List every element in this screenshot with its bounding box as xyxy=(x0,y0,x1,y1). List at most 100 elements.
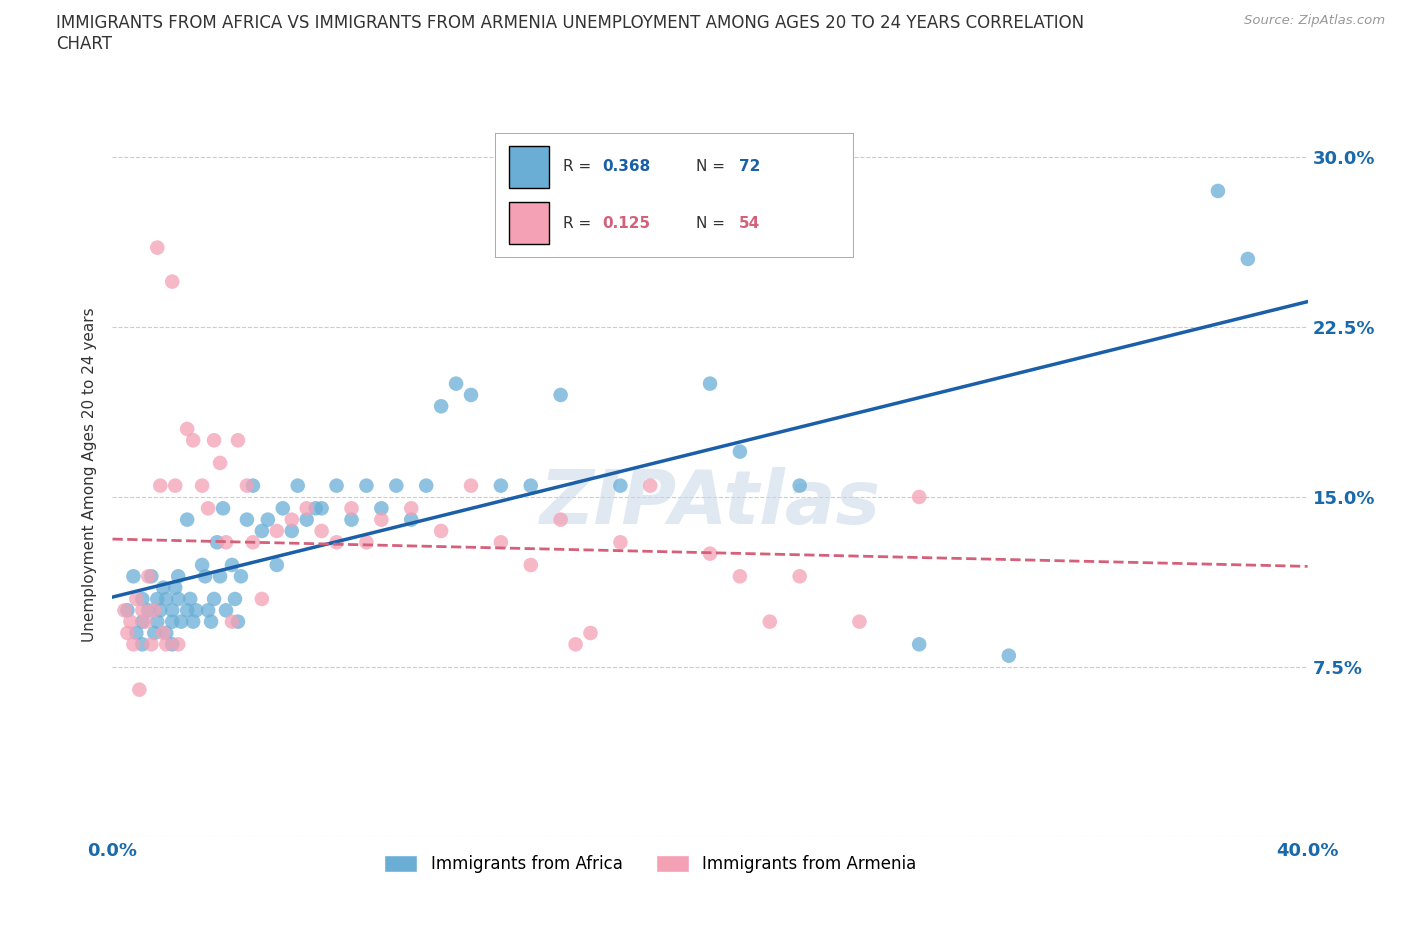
Point xyxy=(266,524,288,538)
Point xyxy=(181,614,204,629)
Point xyxy=(370,501,392,516)
Point xyxy=(128,683,150,698)
Point xyxy=(114,603,135,618)
Point xyxy=(162,637,183,652)
Point xyxy=(202,591,225,606)
Point xyxy=(699,546,721,561)
Point xyxy=(209,569,232,584)
Point xyxy=(209,456,232,471)
Point xyxy=(305,501,328,516)
Point xyxy=(131,591,153,606)
Point xyxy=(194,569,217,584)
Point xyxy=(176,603,198,618)
Point xyxy=(120,614,142,629)
Point xyxy=(236,512,259,527)
Point xyxy=(699,376,721,391)
Point xyxy=(162,614,183,629)
Point xyxy=(489,535,512,550)
Point xyxy=(125,591,148,606)
Point xyxy=(146,614,169,629)
Point xyxy=(117,626,139,641)
Point xyxy=(162,274,183,289)
Point xyxy=(728,569,751,584)
Point xyxy=(155,637,177,652)
Point xyxy=(250,524,273,538)
Point xyxy=(908,637,931,652)
Point xyxy=(152,626,174,641)
Point xyxy=(325,535,347,550)
Point xyxy=(444,376,467,391)
Point xyxy=(1206,183,1229,198)
Point xyxy=(215,535,238,550)
Point xyxy=(191,558,214,573)
Point xyxy=(176,421,198,436)
Point xyxy=(152,580,174,595)
Point xyxy=(191,478,214,493)
Point xyxy=(848,614,870,629)
Point xyxy=(430,399,453,414)
Point xyxy=(205,535,228,550)
Point xyxy=(181,432,204,447)
Point xyxy=(141,637,163,652)
Point xyxy=(117,603,139,618)
Point xyxy=(179,591,201,606)
Legend: Immigrants from Africa, Immigrants from Armenia: Immigrants from Africa, Immigrants from … xyxy=(377,848,924,880)
Point xyxy=(908,489,931,504)
Point xyxy=(266,558,288,573)
Point xyxy=(281,512,304,527)
Point xyxy=(287,478,309,493)
Point xyxy=(236,478,259,493)
Point xyxy=(165,580,187,595)
Point xyxy=(415,478,437,493)
Point xyxy=(311,501,333,516)
Y-axis label: Unemployment Among Ages 20 to 24 years: Unemployment Among Ages 20 to 24 years xyxy=(82,307,97,642)
Point xyxy=(138,603,160,618)
Point xyxy=(170,614,193,629)
Point xyxy=(257,512,280,527)
Point xyxy=(564,637,586,652)
Text: Source: ZipAtlas.com: Source: ZipAtlas.com xyxy=(1244,14,1385,27)
Point xyxy=(146,591,169,606)
Point xyxy=(789,569,811,584)
Point xyxy=(138,569,160,584)
Point xyxy=(143,603,166,618)
Point xyxy=(167,569,190,584)
Point xyxy=(250,591,273,606)
Point xyxy=(242,535,264,550)
Point xyxy=(281,524,304,538)
Point xyxy=(385,478,408,493)
Point xyxy=(141,569,163,584)
Point xyxy=(759,614,782,629)
Point xyxy=(295,501,318,516)
Point xyxy=(489,478,512,493)
Point xyxy=(197,603,219,618)
Point xyxy=(520,558,543,573)
Point xyxy=(176,512,198,527)
Point xyxy=(202,432,225,447)
Point xyxy=(356,478,378,493)
Point xyxy=(460,388,482,403)
Point xyxy=(356,535,378,550)
Point xyxy=(149,478,172,493)
Point xyxy=(146,240,169,255)
Point xyxy=(340,501,363,516)
Point xyxy=(370,512,392,527)
Point xyxy=(122,569,145,584)
Point xyxy=(579,626,602,641)
Point xyxy=(224,591,246,606)
Point xyxy=(460,478,482,493)
Point xyxy=(162,603,183,618)
Point xyxy=(609,478,631,493)
Point xyxy=(167,591,190,606)
Point xyxy=(215,603,238,618)
Point xyxy=(340,512,363,527)
Point xyxy=(131,637,153,652)
Point xyxy=(200,614,222,629)
Point xyxy=(131,603,153,618)
Point xyxy=(143,626,166,641)
Point xyxy=(728,445,751,459)
Point xyxy=(229,569,252,584)
Point xyxy=(122,637,145,652)
Point xyxy=(134,614,156,629)
Point xyxy=(155,591,177,606)
